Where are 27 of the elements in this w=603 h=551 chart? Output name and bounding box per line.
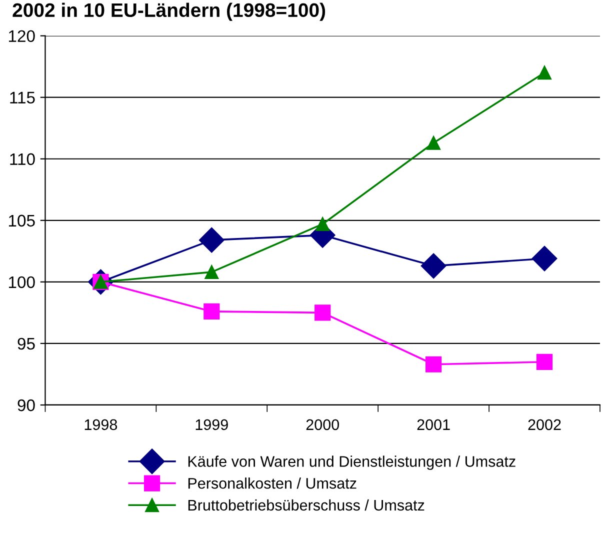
- legend-label: Käufe von Waren und Dienstleistungen / Umsatz: [188, 456, 516, 470]
- point: [538, 66, 552, 80]
- point: [316, 217, 330, 232]
- y-tick-label: 110: [10, 153, 35, 166]
- x-tick-label: 2001: [417, 419, 450, 430]
- y-tick-label: 105: [8, 214, 35, 227]
- legend-label: Bruttobetriebsüberschuss / Umsatz: [188, 499, 424, 511]
- point: [204, 303, 220, 320]
- x-tick-label: 1998: [84, 419, 118, 430]
- x-tick-label: 2000: [306, 419, 340, 430]
- point: [536, 354, 553, 370]
- y-tick-label: 95: [18, 338, 35, 350]
- y-tick-label: 100: [8, 276, 35, 288]
- y-tick-label: 115: [10, 92, 35, 104]
- point: [420, 253, 446, 279]
- point: [426, 356, 442, 372]
- x-tick-label: 1999: [196, 419, 228, 430]
- legend-label: Personalkosten / Umsatz: [188, 478, 356, 489]
- point: [426, 136, 440, 150]
- point: [532, 246, 558, 272]
- point: [198, 227, 224, 253]
- point: [314, 304, 331, 321]
- y-tick-label: 90: [18, 399, 35, 412]
- y-tick-label: 120: [8, 30, 35, 42]
- x-tick-label: 2002: [528, 419, 561, 430]
- point: [204, 265, 219, 280]
- chart-title: 2002 in 10 EU-Ländern (1998=100): [12, 2, 326, 21]
